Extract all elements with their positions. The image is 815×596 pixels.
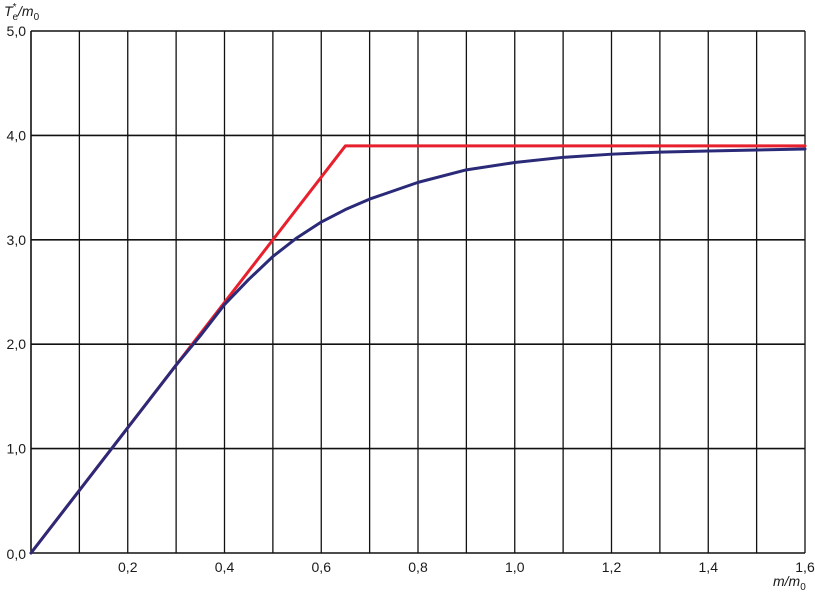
x-axis-title: m/m0 bbox=[773, 573, 806, 593]
plot-frame bbox=[30, 31, 805, 554]
x-tick-label: 1,6 bbox=[795, 559, 815, 575]
x-axis-title-main: m/m bbox=[773, 573, 801, 589]
x-tick-label: 1,0 bbox=[505, 559, 525, 575]
series-layer bbox=[29, 144, 807, 555]
y-axis-title-rest: /m bbox=[17, 3, 34, 19]
y-axis-title: T* e/m0 bbox=[4, 2, 40, 23]
x-tick-label: 1,4 bbox=[699, 559, 719, 575]
y-tick-labels: 0,0 1,0 2,0 3,0 4,0 5,0 bbox=[7, 23, 27, 562]
y-tick-label: 4,0 bbox=[7, 127, 27, 143]
y-axis-title-sup: * bbox=[13, 2, 17, 13]
y-tick-label: 1,0 bbox=[7, 441, 27, 457]
x-tick-label: 1,2 bbox=[602, 559, 622, 575]
x-tick-labels: 0,2 0,4 0,6 0,8 1,0 1,2 1,4 1,6 bbox=[118, 559, 815, 575]
series-line-2 bbox=[29, 147, 807, 555]
x-tick-label: 0,6 bbox=[312, 559, 332, 575]
x-tick-label: 0,4 bbox=[215, 559, 235, 575]
y-tick-label: 5,0 bbox=[7, 23, 27, 39]
y-axis-title-sub2: 0 bbox=[34, 12, 40, 23]
x-tick-label: 0,2 bbox=[118, 559, 138, 575]
y-axis-title-main: T bbox=[4, 3, 14, 19]
y-tick-label: 3,0 bbox=[7, 232, 27, 248]
grid bbox=[31, 30, 806, 553]
y-tick-label: 0,0 bbox=[7, 546, 27, 562]
x-axis-title-sub: 0 bbox=[800, 582, 806, 593]
y-axis-title-sub: e bbox=[12, 12, 18, 23]
x-tick-label: 0,8 bbox=[408, 559, 428, 575]
y-tick-label: 2,0 bbox=[7, 336, 27, 352]
